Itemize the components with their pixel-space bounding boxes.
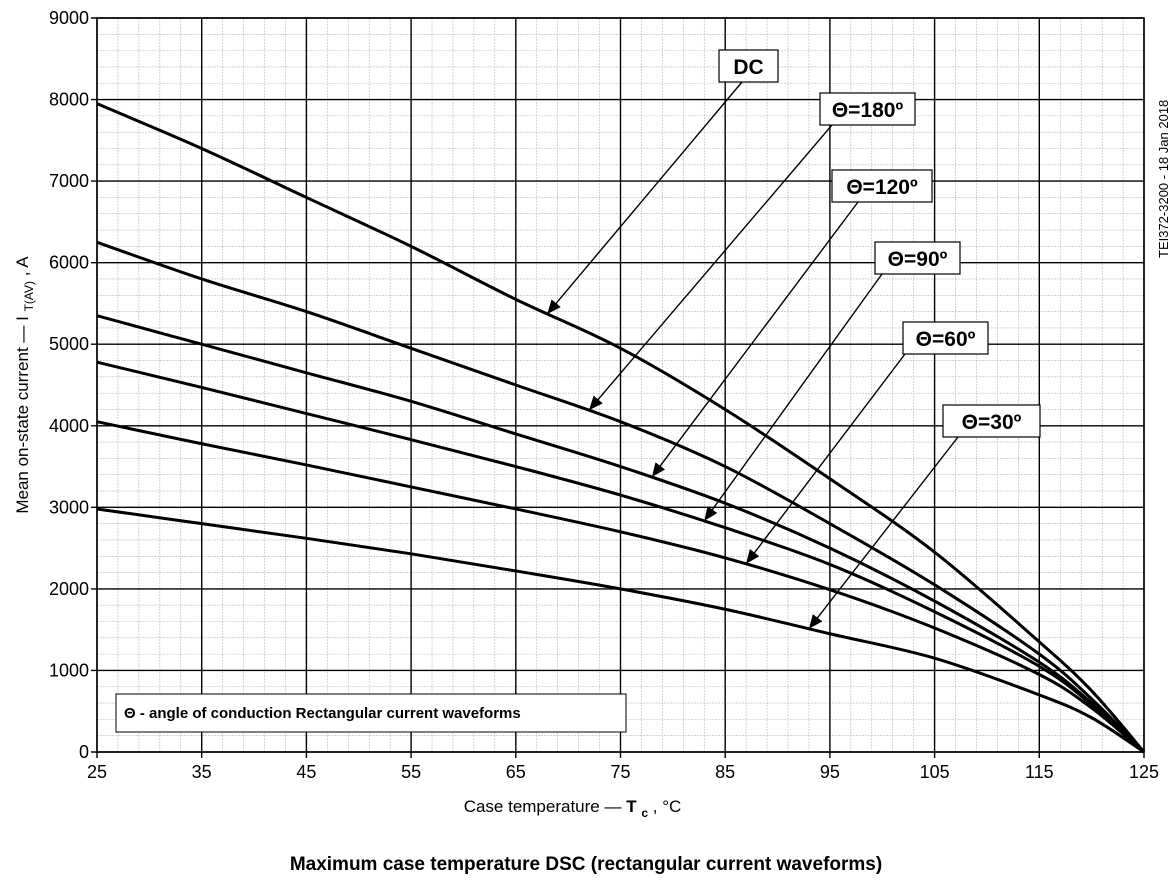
y-tick-labels: 0 1000 2000 3000 4000 5000 6000 7000 8000 9000 bbox=[49, 8, 89, 762]
series-line bbox=[96, 360, 1146, 754]
note-text: Θ - angle of conduction Rectangular curr… bbox=[124, 705, 521, 722]
annotation-label: Θ=90º bbox=[888, 248, 948, 271]
annotation-box bbox=[874, 241, 961, 275]
series-annotations: DC Θ=180º Θ=120º Θ=90º Θ=60º Θ=30º bbox=[547, 49, 1041, 629]
x-tick-label: 45 bbox=[296, 762, 316, 782]
annotation-label: Θ=120º bbox=[846, 176, 918, 199]
x-axis-title: Case temperature — T c , °C bbox=[464, 797, 682, 821]
x-axis-title-unit: , °C bbox=[653, 797, 682, 816]
major-grid bbox=[91, 17, 1145, 758]
series-line bbox=[96, 102, 1146, 753]
x-tick-label: 115 bbox=[1025, 762, 1054, 782]
x-tick-label: 85 bbox=[715, 762, 735, 782]
series-lines bbox=[96, 102, 1146, 754]
y-tick-label: 3000 bbox=[49, 497, 89, 517]
annotation-arrow bbox=[547, 81, 743, 314]
y-tick-label: 6000 bbox=[49, 253, 89, 273]
legend-note: Θ - angle of conduction Rectangular curr… bbox=[115, 693, 627, 733]
annotation-label: Θ=60º bbox=[916, 328, 976, 351]
annotation-arrow bbox=[704, 273, 883, 521]
annotation-arrow bbox=[589, 124, 833, 411]
x-tick-label: 75 bbox=[610, 762, 630, 782]
annotation-box bbox=[819, 92, 916, 126]
y-tick-label: 2000 bbox=[49, 579, 89, 599]
x-tick-labels: 25 35 45 55 65 75 85 95 105 115 125 bbox=[87, 762, 1159, 782]
annotation-box bbox=[831, 169, 933, 203]
annotation-label: Θ=180º bbox=[832, 99, 904, 122]
y-axis-title-prefix: Mean on-state current — bbox=[13, 326, 32, 514]
y-tick-label: 1000 bbox=[49, 660, 89, 680]
y-axis-title-sub: T(AV) bbox=[22, 281, 36, 311]
document-id-watermark: TEI372-3200 - 18 Jan 2018 bbox=[1156, 100, 1171, 258]
x-tick-label: 95 bbox=[820, 762, 840, 782]
y-tick-label: 9000 bbox=[49, 8, 89, 28]
x-tick-label: 55 bbox=[401, 762, 421, 782]
annotation-label: DC bbox=[733, 56, 763, 79]
series-line bbox=[96, 240, 1146, 754]
series-line bbox=[96, 314, 1146, 754]
annotation-box bbox=[718, 49, 779, 83]
x-axis-title-prefix: Case temperature — bbox=[464, 797, 622, 816]
y-axis-title-unit: , A bbox=[13, 256, 32, 277]
annotation-box bbox=[902, 321, 989, 355]
x-axis-title-sub: c bbox=[641, 806, 648, 820]
y-axis-title: Mean on-state current — I T(AV) , A bbox=[13, 256, 37, 514]
annotation-arrow bbox=[651, 201, 859, 478]
y-tick-label: 5000 bbox=[49, 334, 89, 354]
x-tick-label: 105 bbox=[920, 762, 950, 782]
plot-frame bbox=[96, 17, 1145, 753]
x-tick-label: 65 bbox=[506, 762, 526, 782]
y-tick-label: 4000 bbox=[49, 416, 89, 436]
annotation-arrow bbox=[746, 353, 906, 564]
y-axis-title-symbol: I bbox=[13, 316, 32, 321]
annotation-arrow bbox=[808, 436, 959, 629]
series-line bbox=[96, 507, 1145, 754]
annotation-box bbox=[942, 404, 1041, 438]
note-box bbox=[115, 693, 627, 733]
series-line bbox=[96, 420, 1145, 754]
annotation-label: Θ=30º bbox=[962, 411, 1022, 434]
y-tick-label: 8000 bbox=[49, 90, 89, 110]
chart-title: Maximum case temperature DSC (rectangula… bbox=[290, 854, 882, 875]
x-tick-label: 25 bbox=[87, 762, 107, 782]
x-tick-label: 35 bbox=[192, 762, 212, 782]
y-tick-label: 7000 bbox=[49, 171, 89, 191]
x-axis-title-symbol: T bbox=[626, 797, 637, 816]
y-tick-label: 0 bbox=[79, 742, 89, 762]
x-tick-label: 125 bbox=[1129, 762, 1159, 782]
